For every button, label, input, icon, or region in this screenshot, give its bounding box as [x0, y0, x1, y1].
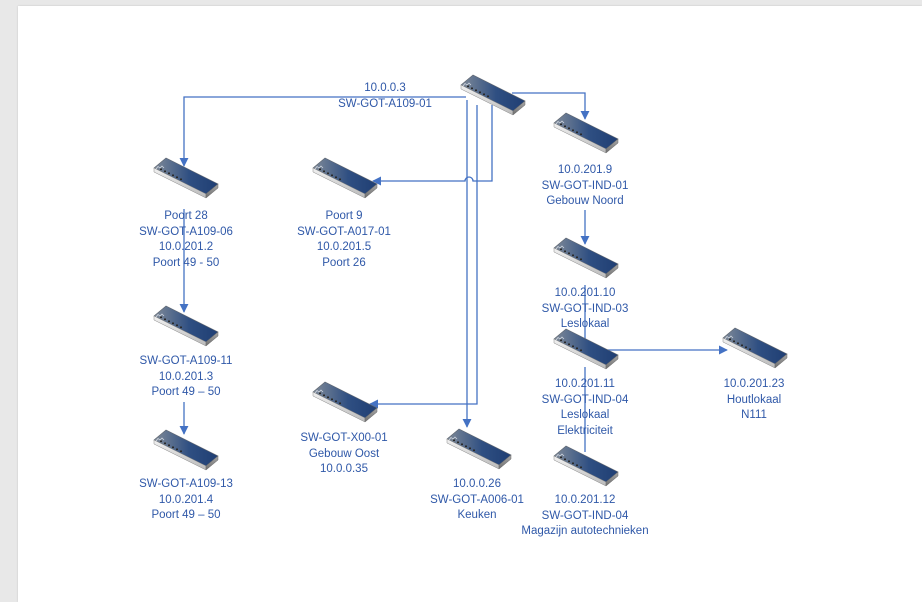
connections — [179, 92, 728, 452]
label-line: Poort 28 — [164, 210, 208, 222]
network-switch-icon — [553, 445, 619, 487]
label-line: 10.0.0.35 — [320, 463, 368, 476]
network-switch-icon — [553, 328, 619, 370]
label-line: SW-GOT-IND-04 — [541, 509, 629, 522]
label-line: Leslokaal — [560, 409, 610, 422]
label-sw-got-ind-03: 10.0.201.10 SW-GOT-IND-03 Leslokaal — [500, 286, 670, 333]
network-switch-icon — [312, 157, 378, 199]
switch-sw-got-ind-04-leslokaal[interactable] — [553, 328, 619, 370]
label-line: N111 — [741, 409, 767, 422]
label-line: 10.0.201.3 — [158, 370, 214, 383]
label-sw-got-a017-01: Poort 9 SW-GOT-A017-01 10.0.201.5 Poort … — [259, 209, 429, 272]
switch-sw-got-a109-13[interactable] — [153, 429, 219, 471]
label-sw-got-x00-01: SW-GOT-X00-01 Gebouw Oost 10.0.0.35 — [259, 431, 429, 478]
switch-sw-got-ind-03[interactable] — [553, 237, 619, 279]
network-switch-icon — [153, 305, 219, 347]
switch-sw-got-ind-01[interactable] — [553, 112, 619, 154]
label-line: SW-GOT-A109-06 — [139, 225, 233, 238]
switch-houtlokaal[interactable] — [722, 327, 788, 369]
label-sw-got-ind-04-magazijn: 10.0.201.12 SW-GOT-IND-04 Magazijn autot… — [500, 493, 670, 540]
network-switch-icon — [312, 381, 378, 423]
label-sw-got-ind-01: 10.0.201.9 SW-GOT-IND-01 Gebouw Noord — [500, 163, 670, 210]
switch-sw-got-a017-01[interactable] — [312, 157, 378, 199]
network-switch-icon — [153, 157, 219, 199]
label-sw-got-a109-11: SW-GOT-A109-11 10.0.201.3 Poort 49 – 50 — [101, 354, 271, 401]
link-core-a01701 — [372, 105, 493, 186]
label-line: 10.0.201.23 — [723, 378, 785, 390]
network-switch-icon — [722, 327, 788, 369]
label-line: 10.0.201.4 — [158, 493, 214, 506]
label-line: SW-GOT-A006-01 — [430, 493, 524, 506]
label-line: 10.0.201.11 — [555, 378, 615, 390]
link-core-a10906 — [179, 96, 466, 167]
network-switch-icon — [553, 237, 619, 279]
network-switch-icon — [460, 74, 526, 116]
label-sw-got-a109-06: Poort 28 SW-GOT-A109-06 10.0.201.2 Poort… — [101, 209, 271, 272]
label-line: 10.0.201.9 — [557, 164, 613, 176]
label-line: Keuken — [457, 509, 497, 522]
label-line: SW-GOT-IND-04 — [541, 393, 629, 406]
label-line: Poort 49 – 50 — [151, 386, 221, 399]
switch-sw-got-a109-11[interactable] — [153, 305, 219, 347]
label-line: Gebouw Noord — [546, 195, 624, 208]
label-line: Poort 49 – 50 — [151, 509, 221, 522]
label-line: Poort 49 - 50 — [152, 257, 220, 270]
label-line: SW-GOT-IND-01 — [541, 179, 629, 192]
label-line: SW-GOT-X00-01 — [300, 432, 388, 444]
label-line: SW-GOT-A109-11 — [139, 355, 233, 367]
label-sw-got-ind-04-leslokaal: 10.0.201.11 SW-GOT-IND-04 Leslokaal Elek… — [500, 377, 670, 440]
label-line: SW-GOT-IND-03 — [541, 302, 629, 315]
label-houtlokaal: 10.0.201.23 Houtlokaal N111 — [669, 377, 839, 424]
label-line: Gebouw Oost — [308, 447, 380, 460]
label-line: 10.0.0.3 — [364, 82, 406, 94]
label-line: Poort 26 — [322, 257, 366, 270]
switch-sw-got-ind-04-magazijn[interactable] — [553, 445, 619, 487]
label-line: SW-GOT-A109-13 — [139, 478, 233, 490]
label-line: Magazijn autotechnieken — [521, 525, 649, 538]
label-line: 10.0.201.2 — [158, 241, 214, 254]
label-sw-got-a006-01: 10.0.0.26 SW-GOT-A006-01 Keuken — [392, 477, 562, 524]
label-line: 10.0.201.12 — [554, 494, 616, 506]
link-core-ind01 — [512, 92, 590, 120]
label-line: Poort 9 — [325, 210, 363, 222]
network-switch-icon — [553, 112, 619, 154]
label-line: Houtlokaal — [726, 393, 782, 406]
label-core: 10.0.0.3 SW-GOT-A109-01 — [300, 81, 470, 112]
switch-sw-got-a109-06[interactable] — [153, 157, 219, 199]
switch-core[interactable] — [460, 74, 526, 116]
label-line: 10.0.201.10 — [554, 287, 616, 299]
label-line: SW-GOT-A017-01 — [297, 225, 391, 238]
label-line: Elektriciteit — [557, 425, 613, 438]
label-line: Leslokaal — [560, 318, 610, 331]
switch-sw-got-x00-01[interactable] — [312, 381, 378, 423]
link-core-x0001 — [369, 105, 478, 409]
label-line: 10.0.0.26 — [453, 478, 501, 490]
label-line: SW-GOT-A109-01 — [338, 97, 432, 110]
label-line: 10.0.201.5 — [316, 241, 372, 254]
network-switch-icon — [153, 429, 219, 471]
label-sw-got-a109-13: SW-GOT-A109-13 10.0.201.4 Poort 49 – 50 — [101, 477, 271, 524]
diagram-canvas — [18, 6, 922, 602]
